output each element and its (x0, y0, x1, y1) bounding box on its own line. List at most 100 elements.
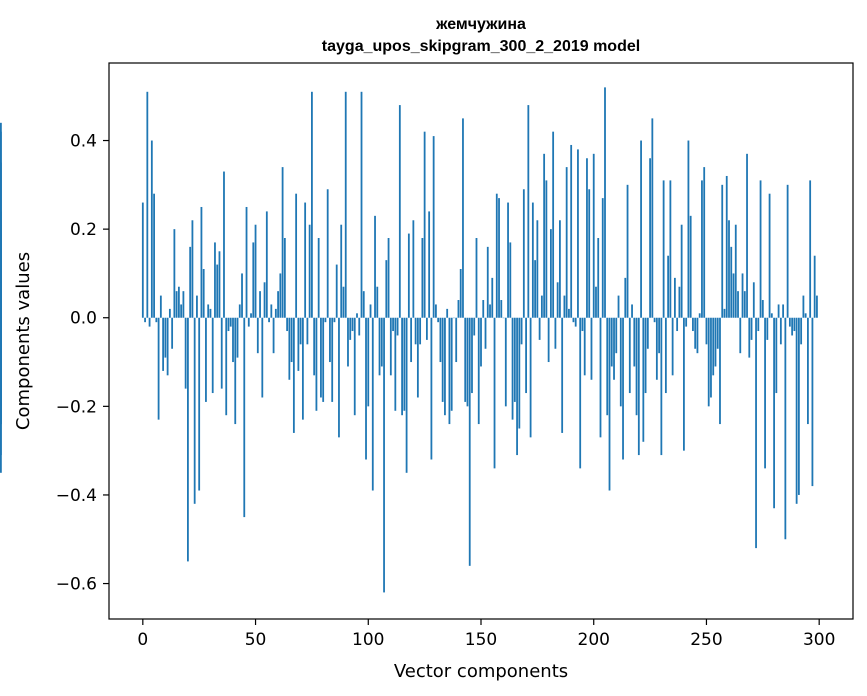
bar-133 (441, 317, 444, 402)
bar-293 (802, 295, 805, 318)
bar-78 (317, 238, 320, 318)
bar-268 (746, 153, 748, 318)
bar-102 (371, 317, 374, 491)
bar-207 (608, 317, 611, 491)
bar-81 (324, 317, 327, 323)
bar-173 (531, 202, 534, 318)
bar-148 (475, 238, 478, 318)
bar-128 (430, 317, 433, 460)
bar-52 (259, 291, 261, 318)
bar-167 (518, 317, 521, 429)
bar-203 (599, 317, 602, 438)
bar-97 (360, 91, 363, 318)
bar-251 (707, 317, 710, 407)
bar-92 (349, 317, 352, 340)
bar-212 (619, 317, 622, 407)
x-axis-label: Vector components (394, 661, 568, 682)
bar-68 (295, 193, 298, 318)
bar-undefined (0, 317, 2, 398)
bar-234 (669, 180, 672, 318)
bar-82 (326, 189, 329, 318)
bar-221 (640, 140, 642, 318)
bar-7 (157, 317, 160, 420)
bar-115 (401, 317, 403, 416)
bar-139 (455, 317, 458, 363)
bar-214 (624, 277, 627, 318)
x-axis-ticks: 0 50 100 150 200 250 300 (137, 619, 835, 650)
bar-285 (784, 317, 787, 540)
bar-49 (252, 242, 255, 318)
bar-34 (218, 251, 221, 318)
bar-226 (651, 118, 654, 318)
bar-33 (216, 264, 219, 318)
bar-246 (696, 317, 699, 354)
bar-44 (241, 273, 243, 318)
bar-275 (761, 300, 764, 318)
bar-95 (356, 313, 358, 318)
x-tick-label: 50 (245, 630, 267, 650)
bar-196 (583, 317, 586, 376)
bar-112 (394, 317, 397, 411)
bar-117 (405, 317, 408, 473)
bar-168 (520, 317, 523, 345)
bar-281 (775, 317, 778, 394)
bar-79 (320, 317, 322, 398)
bar-177 (540, 295, 543, 318)
bar-291 (797, 317, 800, 495)
y-axis-ticks: −0.6 −0.4 −0.2 0.0 0.2 0.4 (56, 132, 109, 595)
bar-145 (468, 317, 471, 566)
bar-278 (768, 193, 771, 318)
y-tick-label: −0.4 (56, 486, 97, 506)
bar-16 (177, 286, 180, 318)
bar-261 (730, 246, 733, 318)
x-tick-label: 250 (690, 630, 722, 650)
bar-269 (748, 317, 751, 358)
bar-87 (338, 317, 340, 438)
bar-17 (180, 304, 183, 318)
bar-85 (333, 317, 336, 323)
bar-209 (613, 317, 615, 380)
bar-113 (396, 317, 399, 336)
bar-48 (250, 313, 252, 318)
bars-group (0, 87, 818, 593)
bar-284 (782, 304, 785, 318)
bar-283 (779, 317, 782, 345)
bar-187 (563, 295, 566, 318)
bar-205 (604, 87, 606, 318)
bar-159 (500, 300, 503, 318)
bar-242 (687, 140, 690, 318)
bar-157 (495, 193, 498, 318)
bar-83 (329, 317, 331, 363)
bar-280 (773, 317, 775, 509)
bar-191 (572, 317, 575, 323)
bar-41 (234, 317, 237, 425)
bar-118 (407, 233, 410, 318)
bar-121 (414, 317, 417, 345)
chart-title: жемчужина (435, 16, 526, 33)
bar-141 (459, 269, 462, 318)
bar-18 (182, 291, 185, 318)
y-axis-label: Components values (13, 252, 34, 430)
bar-253 (712, 317, 715, 376)
bar-130 (435, 304, 437, 318)
bar-171 (527, 105, 530, 318)
bar-24 (196, 295, 198, 318)
x-tick-label: 100 (352, 630, 384, 650)
bar-227 (653, 317, 656, 323)
bar-56 (268, 317, 270, 323)
bar-39 (229, 317, 232, 327)
bar-263 (734, 224, 737, 318)
bar-189 (568, 308, 570, 318)
bar-71 (301, 317, 304, 420)
bar-185 (559, 220, 561, 318)
bar-63 (283, 238, 286, 318)
bar-2 (146, 91, 149, 318)
bar-292 (800, 317, 803, 345)
bar-257 (721, 184, 724, 318)
bar-undefined (0, 308, 2, 318)
bar-59 (274, 308, 277, 318)
bar-47 (247, 317, 250, 327)
bar-216 (628, 317, 631, 394)
chart-subtitle: tayga_upos_skipgram_300_2_2019 model (322, 38, 640, 55)
bar-288 (791, 317, 794, 336)
